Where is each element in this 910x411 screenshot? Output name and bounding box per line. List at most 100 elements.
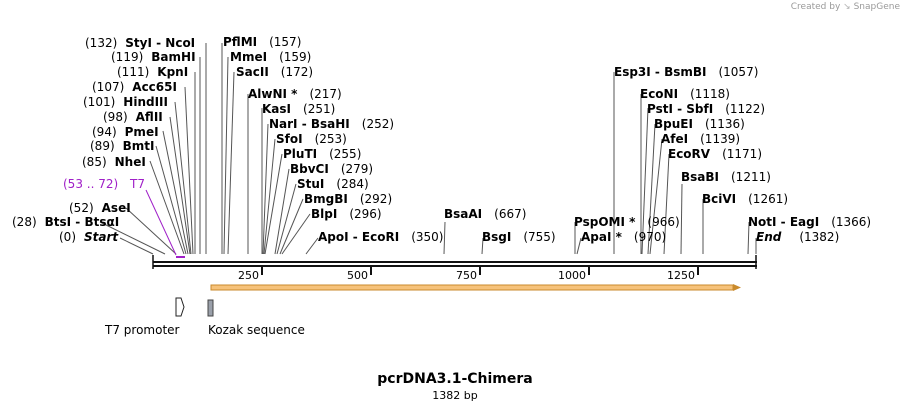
enzyme-pos: (217) [309,87,341,101]
enzyme-pos: (119) [111,50,143,64]
t7-promoter-feature[interactable] [175,297,185,317]
svg-text:(28)BtsI - BtsαI: (28) BtsI - BtsαI [12,215,119,229]
enzyme-labels-left: (132) StyI - NcoI (119) BamHI (111) KpnI (1… [12,36,196,244]
plasmid-linear-map: 250 500 750 1000 1250 [12,35,871,337]
snapgene-credit: Created by ↘ SnapGene [791,2,900,12]
enzyme-name[interactable]: HindIII [123,95,168,109]
primer-t7[interactable]: (53 .. 72) T7 [63,177,185,258]
svg-text:SacII(172): SacII (172) [236,65,313,79]
enzyme-name[interactable]: KpnI [157,65,188,79]
enzyme-name[interactable]: BlpI [311,207,337,221]
svg-text:StuI(284): StuI (284) [297,177,369,191]
svg-text:BsaBI(1211): BsaBI (1211) [681,170,771,184]
enzyme-pos: (1057) [718,65,758,79]
leader-bbvci [274,168,290,255]
enzyme-pos: (159) [279,50,311,64]
leader-pmei [162,130,189,255]
enzyme-pos: (1171) [722,147,762,161]
svg-text:BpuEI(1136): BpuEI (1136) [654,117,745,131]
enzyme-name[interactable]: StuI [297,177,324,191]
enzyme-name[interactable]: AflII [136,110,163,124]
leader-afei [649,138,663,255]
leader-apai [576,237,582,255]
enzyme-name[interactable]: Acc65I [132,80,177,94]
svg-text:PspOMI *(966): PspOMI * (966) [574,215,680,229]
enzyme-name[interactable]: BpuEI [654,117,693,131]
svg-text:BbvCI(279): BbvCI (279) [290,162,373,176]
svg-text:(101)HindIII: (101) HindIII [83,95,168,109]
enzyme-pos: (1211) [731,170,771,184]
svg-text:PstI - SbfI(1122): PstI - SbfI (1122) [647,102,765,116]
enzyme-labels-right: Esp3I - BsmBI (1057) EcoNI (1118) PstI - S… [614,65,871,244]
svg-text:PflMI(157): PflMI (157) [223,35,301,49]
enzyme-name[interactable]: End [756,230,782,244]
enzyme-name[interactable]: NarI - BsaHI [269,117,350,131]
enzyme-pos: (970) [634,230,666,244]
svg-text:EcoRV(1171): EcoRV (1171) [668,147,762,161]
svg-text:NarI - BsaHI(252): NarI - BsaHI (252) [269,117,394,131]
enzyme-name[interactable]: PspOMI * [574,215,636,229]
enzyme-name[interactable]: BsaBI [681,170,719,184]
enzyme-name[interactable]: PluTI [283,147,317,161]
svg-text:AlwNI *(217): AlwNI * (217) [248,87,342,101]
svg-text:SfoI(253): SfoI (253) [276,132,347,146]
enzyme-name[interactable]: PflMI [223,35,257,49]
enzyme-name[interactable]: SfoI [276,132,303,146]
enzyme-pos: (253) [315,132,347,146]
enzyme-name[interactable]: NotI - EagI [748,215,819,229]
leader-nari [262,123,269,255]
enzyme-name[interactable]: MmeI [230,50,267,64]
enzyme-pos: (1136) [705,117,745,131]
svg-text:BmgBI(292): BmgBI (292) [304,192,392,206]
enzyme-name[interactable]: Esp3I - BsmBI [614,65,706,79]
enzyme-name[interactable]: BamHI [151,50,195,64]
enzyme-name[interactable]: SacII [236,65,269,79]
leader-stui [276,183,297,255]
enzyme-name[interactable]: PstI - SbfI [647,102,713,116]
enzyme-name[interactable]: KasI [262,102,291,116]
enzyme-name[interactable]: BsgI [482,230,511,244]
kozak-sequence-label: Kozak sequence [208,323,305,337]
tick-label-750: 750 [456,269,477,282]
enzyme-name[interactable]: BsaAI [444,207,482,221]
enzyme-pos: (28) [12,215,37,229]
enzyme-pos: (111) [117,65,149,79]
kozak-sequence-feature[interactable] [207,299,214,317]
tick-label-1000: 1000 [558,269,586,282]
map-length: 1382 bp [432,389,478,402]
leader-psti [641,107,649,255]
enzyme-name[interactable]: EcoRV [668,147,711,161]
enzyme-name[interactable]: EcoNI [640,87,678,101]
enzyme-name[interactable]: BciVI [702,192,736,206]
enzyme-pos: (1261) [748,192,788,206]
enzyme-name[interactable]: BtsI - BtsαI [45,215,120,229]
enzyme-pos: (172) [281,65,313,79]
enzyme-name[interactable]: AlwNI * [248,87,298,101]
enzyme-pos: (252) [362,117,394,131]
enzyme-name[interactable]: ApoI - EcoRI [318,230,399,244]
leader-start [119,237,154,255]
leader-bsaai [443,221,446,255]
svg-text:(119)BamHI: (119) BamHI [111,50,196,64]
enzyme-pos: (107) [92,80,124,94]
enzyme-name[interactable]: BmgBI [304,192,348,206]
enzyme-pos: (966) [647,215,679,229]
leader-nhei [149,160,185,255]
enzyme-name[interactable]: AfeI [661,132,688,146]
enzyme-name[interactable]: Start [84,230,119,244]
enzyme-name[interactable]: NheI [115,155,146,169]
enzyme-name[interactable]: BbvCI [290,162,329,176]
enzyme-name[interactable]: PmeI [125,125,159,139]
leader-asei [125,207,177,255]
leader-sacii [227,71,235,255]
enzyme-name[interactable]: AseI [102,201,131,215]
orf-arrow[interactable] [210,284,741,291]
leader-btsi [99,221,166,255]
leader-ecorv [663,153,670,255]
leader-hindiii [174,101,192,255]
svg-text:(107)Acc65I: (107) Acc65I [92,80,177,94]
tick-label-250: 250 [238,269,259,282]
enzyme-name[interactable]: StyI - NcoI [125,36,195,50]
enzyme-name[interactable]: BmtI [123,139,155,153]
enzyme-name[interactable]: ApaI * [581,230,623,244]
